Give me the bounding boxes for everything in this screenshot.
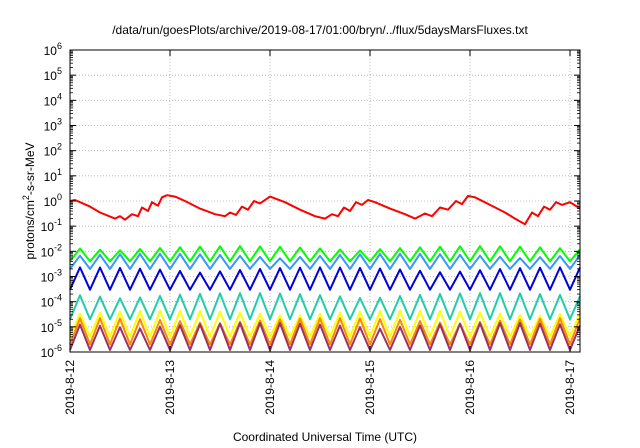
y-tick-label: 100 <box>44 192 62 209</box>
series-line-2 <box>69 245 581 263</box>
x-tick-label: 2019-8-13 <box>163 360 177 415</box>
grid <box>70 50 580 352</box>
series-line-7 <box>69 317 581 346</box>
series-line-8 <box>69 322 581 351</box>
y-axis-title-main: protons/cm <box>23 200 37 259</box>
series-line-6 <box>69 309 581 338</box>
y-tick-label: 10-4 <box>41 293 62 310</box>
chart-title: /data/run/goesPlots/archive/2019-08-17/0… <box>112 23 528 37</box>
y-tick-label: 10-2 <box>41 242 62 259</box>
y-tick-label: 105 <box>44 66 62 83</box>
y-axis-title-sup: 2 <box>21 195 31 200</box>
x-tick-label: 2019-8-15 <box>363 360 377 415</box>
series-line-5 <box>69 292 581 321</box>
series-line-1 <box>69 194 581 226</box>
y-axis-title-tail: -s-sr-MeV <box>23 142 37 195</box>
series-group <box>69 194 581 351</box>
y-tick-labels: 10-6 10-5 10-4 10-3 10-2 10-1 100 101 102 103 104 1… <box>41 41 62 360</box>
y-tick-label: 106 <box>44 41 62 58</box>
y-tick-label: 103 <box>44 117 62 134</box>
x-tick-labels: 2019-8-12 2019-8-13 2019-8-14 2019-8-15 2019… <box>63 360 577 415</box>
plot-frame <box>69 49 581 353</box>
series-line-3 <box>69 252 581 270</box>
y-tick-label: 102 <box>44 142 62 159</box>
y-axis-title: protons/cm2-s-sr-MeV <box>21 142 37 259</box>
x-tick-label: 2019-8-14 <box>263 360 277 415</box>
x-tick-label: 2019-8-12 <box>63 360 77 415</box>
y-tick-label: 10-6 <box>41 343 62 360</box>
x-axis-title: Coordinated Universal Time (UTC) <box>233 430 417 444</box>
x-tick-label: 2019-8-16 <box>463 360 477 415</box>
y-tick-label: 10-5 <box>41 318 62 335</box>
series-line-4 <box>69 266 581 291</box>
y-tick-label: 104 <box>44 91 62 108</box>
y-tick-label: 10-3 <box>41 268 62 285</box>
y-tick-label: 101 <box>44 167 62 184</box>
y-tick-label: 10-1 <box>41 217 62 234</box>
x-tick-label: 2019-8-17 <box>563 360 577 415</box>
